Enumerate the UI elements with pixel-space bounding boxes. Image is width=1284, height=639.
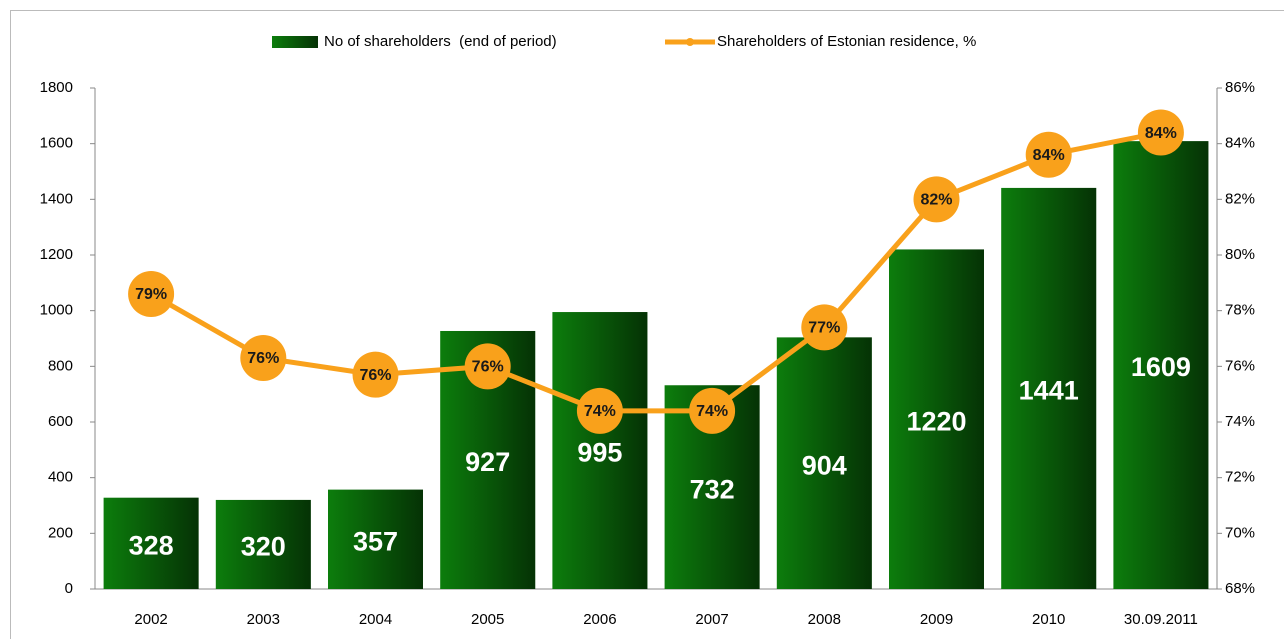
- line-value-label: 74%: [696, 403, 728, 420]
- x-tick-label: 2005: [471, 611, 504, 628]
- bar-shade: [1001, 187, 1097, 589]
- line: [149, 130, 1162, 414]
- x-tick-label: 2010: [1032, 611, 1065, 628]
- line-value-label: 77%: [808, 320, 840, 337]
- x-tick-label: 2004: [359, 611, 392, 628]
- bar-value-label: 1220: [906, 406, 966, 436]
- legend-swatch-shade: [272, 36, 318, 48]
- y2-tick-label: 72%: [1225, 469, 1255, 486]
- y-tick-label: 600: [48, 413, 73, 430]
- y-tick-label: 1800: [40, 79, 73, 96]
- line-value-label: 84%: [1145, 125, 1177, 142]
- x-tick-label: 2006: [583, 611, 616, 628]
- y-tick-label: 800: [48, 357, 73, 374]
- x-tick-label: 2002: [134, 611, 167, 628]
- line-marker: [128, 270, 175, 317]
- legend-label: Shareholders of Estonian residence, %: [717, 33, 976, 50]
- legend-swatch-marker: [686, 38, 694, 46]
- bar-value-label: 732: [690, 474, 735, 504]
- y2-tick-label: 74%: [1225, 413, 1255, 430]
- x-tick-label: 2007: [695, 611, 728, 628]
- y2-tick-label: 86%: [1225, 79, 1255, 96]
- bar-value-label: 1609: [1131, 352, 1191, 382]
- y-tick-label: 1600: [40, 135, 73, 152]
- line-marker: [1025, 131, 1072, 178]
- bar-shade: [1113, 141, 1209, 589]
- x-tick-label: 2003: [247, 611, 280, 628]
- bar-shade: [103, 497, 199, 589]
- bar-value-label: 927: [465, 447, 510, 477]
- bar-shade: [552, 312, 648, 589]
- line-value-label: 74%: [584, 403, 616, 420]
- y2-tick-label: 80%: [1225, 246, 1255, 263]
- line-marker: [240, 334, 287, 381]
- bar-shade: [889, 249, 984, 589]
- line-marker: [689, 387, 736, 434]
- bar-shade: [328, 489, 423, 589]
- y2-tick-label: 82%: [1225, 190, 1255, 207]
- line-value-label: 79%: [135, 286, 167, 303]
- x-tick-label: 2008: [808, 611, 841, 628]
- y-tick-label: 1200: [40, 246, 73, 263]
- bar-value-label: 904: [802, 450, 847, 480]
- y2-tick-label: 70%: [1225, 524, 1255, 541]
- legend-label: No of shareholders (end of period): [324, 33, 557, 50]
- frame: [10, 10, 1284, 639]
- y2-tick-label: 84%: [1225, 135, 1255, 152]
- bar-value-label: 1441: [1019, 376, 1079, 406]
- y2-tick-label: 76%: [1225, 357, 1255, 374]
- line-marker: [464, 343, 511, 390]
- line-value-label: 76%: [247, 350, 279, 367]
- line-value-label: 76%: [472, 359, 504, 376]
- y-tick-label: 1000: [40, 302, 73, 319]
- bar-shade: [215, 499, 311, 589]
- line-value-label: 84%: [1033, 147, 1065, 164]
- line-value-label: 82%: [920, 192, 952, 209]
- line-marker: [1137, 109, 1184, 156]
- y-tick-label: 1400: [40, 190, 73, 207]
- line-marker: [801, 304, 848, 351]
- y-tick-label: 400: [48, 469, 73, 486]
- line-marker: [913, 176, 960, 223]
- x-tick-label: 2009: [920, 611, 953, 628]
- y-tick-label: 0: [65, 580, 73, 597]
- line-marker: [352, 351, 399, 398]
- x-tick-label: 30.09.2011: [1124, 611, 1198, 628]
- y2-tick-label: 78%: [1225, 302, 1255, 319]
- y2-tick-label: 68%: [1225, 580, 1255, 597]
- line-value-label: 76%: [359, 367, 391, 384]
- bar-value-label: 328: [129, 530, 174, 560]
- bar-value-label: 320: [241, 532, 286, 562]
- bar-shade: [776, 337, 872, 589]
- bar-value-label: 995: [577, 438, 622, 468]
- line-marker: [576, 387, 623, 434]
- y-tick-label: 200: [48, 524, 73, 541]
- bar-value-label: 357: [353, 526, 398, 556]
